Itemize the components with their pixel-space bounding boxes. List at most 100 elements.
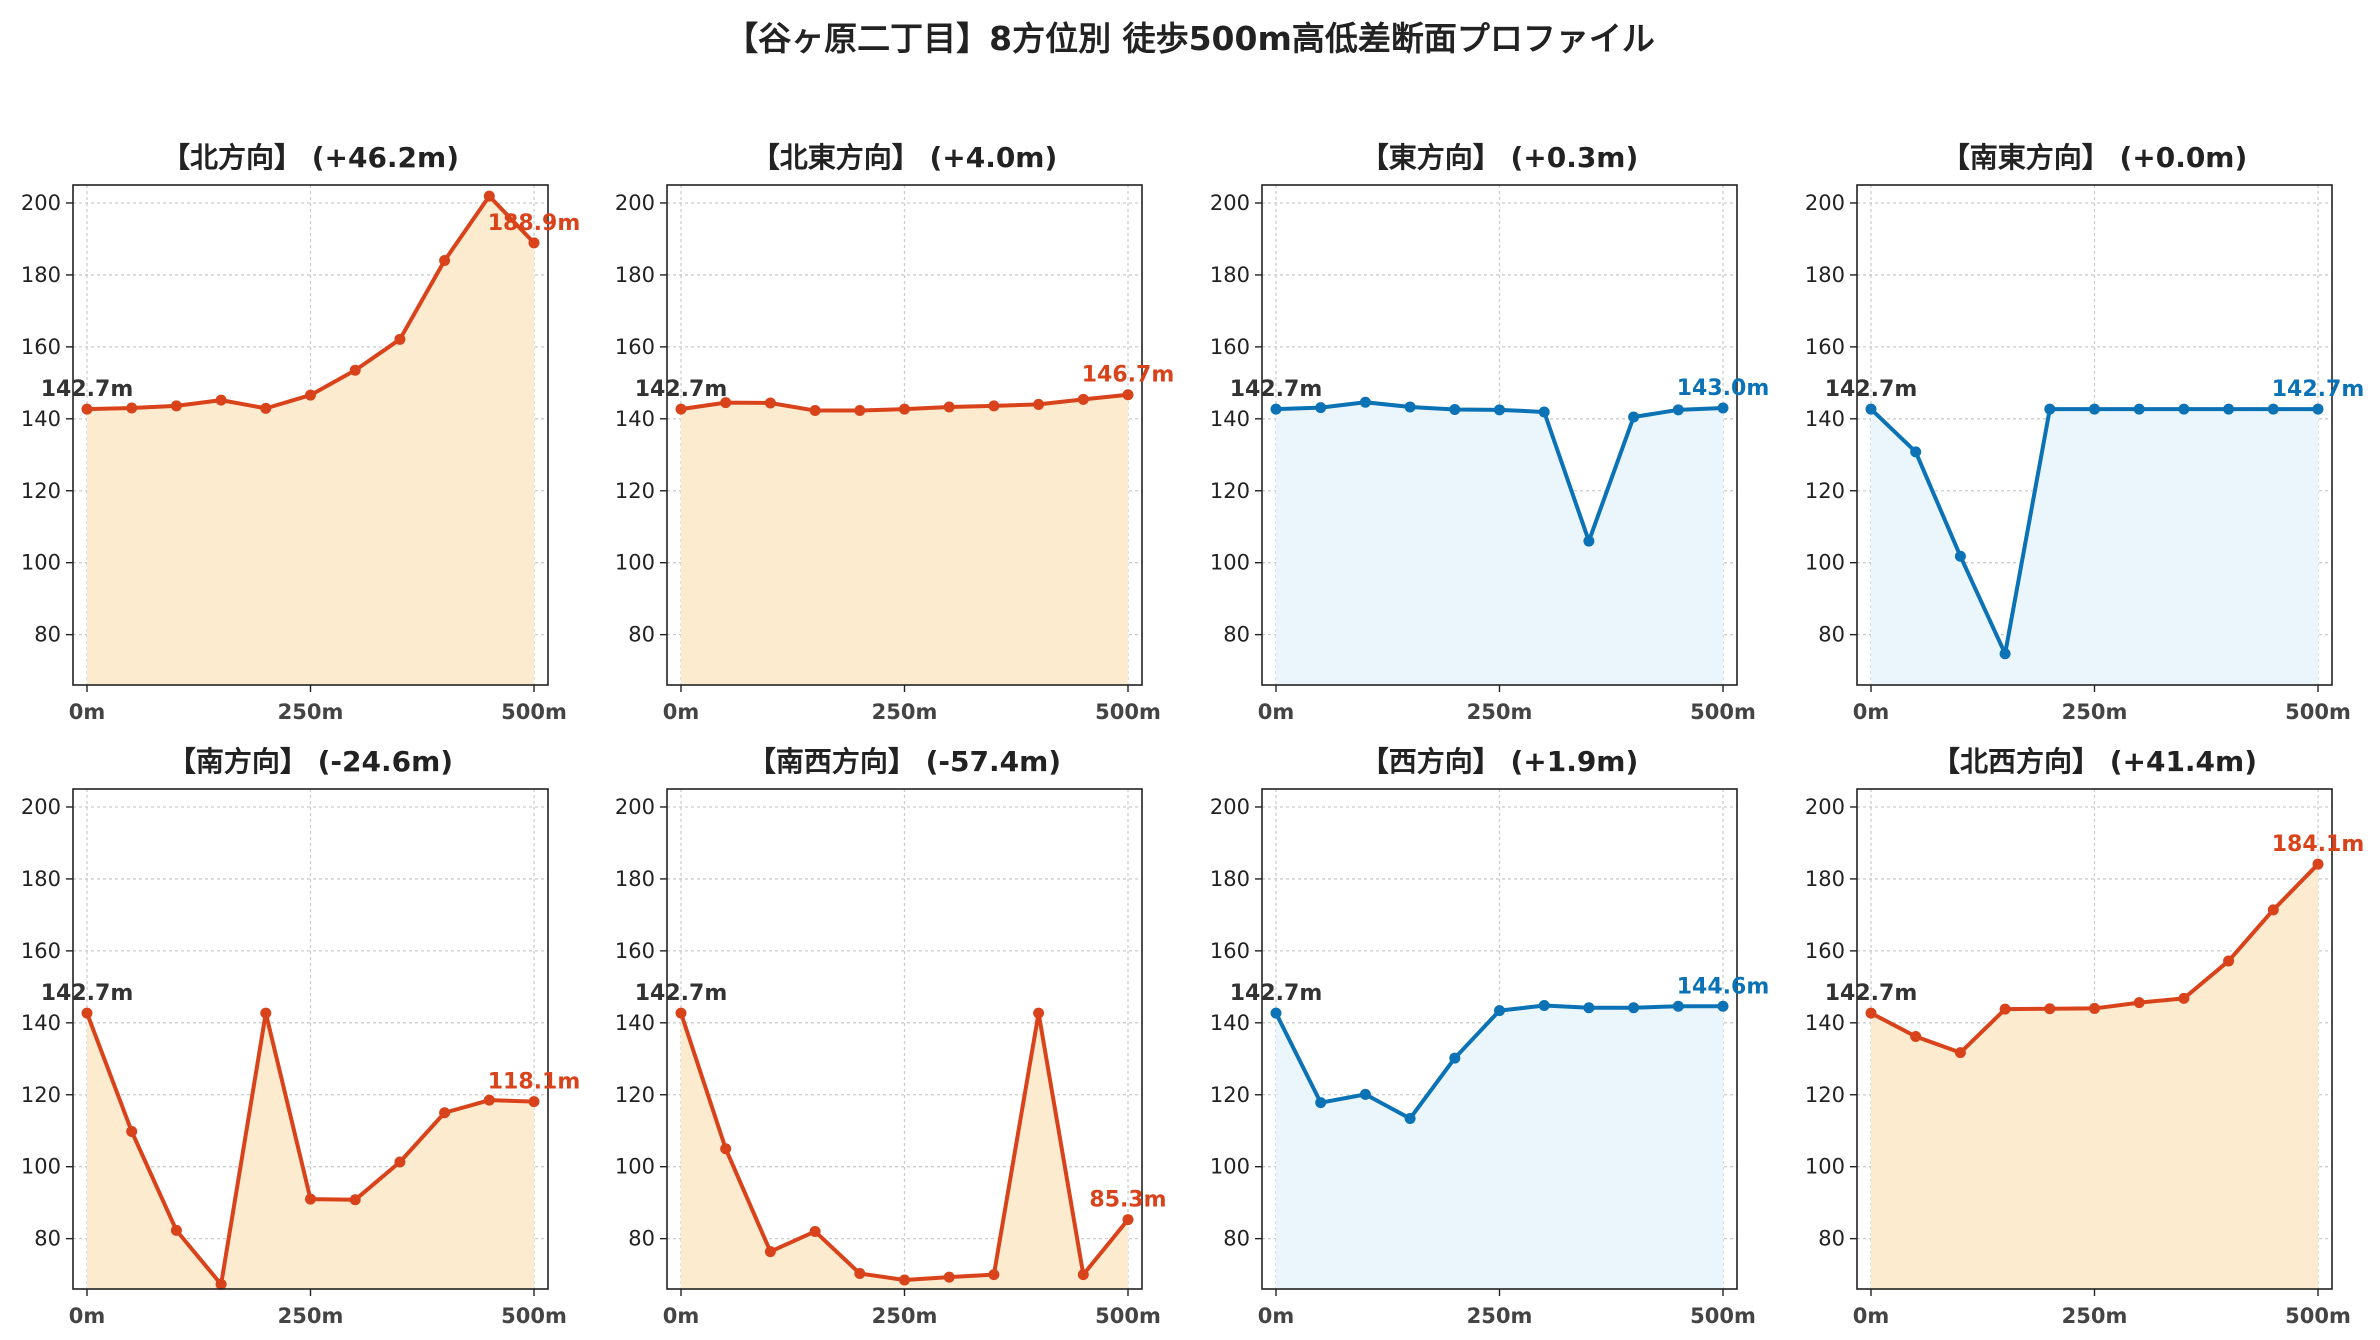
y-tick-label: 140 — [1210, 407, 1250, 431]
x-tick-label: 500m — [1690, 700, 1756, 724]
data-point — [349, 1194, 361, 1206]
data-point — [1404, 1112, 1416, 1124]
data-point — [1628, 411, 1640, 423]
data-point — [2267, 403, 2279, 415]
chart-title: 【南方向】 (-24.6m) — [168, 745, 453, 778]
chart-title: 【北西方向】 (+41.4m) — [1932, 745, 2257, 778]
data-point — [528, 1096, 540, 1108]
data-point — [675, 1007, 687, 1019]
area-fill — [681, 394, 1128, 685]
data-point — [1999, 1003, 2011, 1015]
y-tick-label: 120 — [21, 1083, 61, 1107]
area-fill — [87, 196, 534, 685]
x-tick-label: 250m — [872, 700, 938, 724]
data-point — [81, 1007, 93, 1019]
data-point — [943, 1271, 955, 1283]
data-point — [2178, 403, 2190, 415]
data-point — [720, 397, 732, 409]
data-point — [854, 1268, 866, 1280]
area-fill — [1871, 864, 2318, 1289]
start-elevation-label: 142.7m — [1825, 377, 1918, 402]
data-point — [1865, 403, 1877, 415]
data-point — [439, 1107, 451, 1119]
data-point — [1583, 535, 1595, 547]
data-point — [439, 255, 451, 267]
data-point — [483, 1094, 495, 1106]
data-point — [2312, 858, 2324, 870]
data-point — [1954, 550, 1966, 562]
data-point — [1717, 402, 1729, 414]
y-tick-label: 120 — [615, 1083, 655, 1107]
data-point — [170, 1224, 182, 1236]
y-tick-label: 100 — [21, 1155, 61, 1179]
y-tick-label: 140 — [615, 407, 655, 431]
chart-title: 【東方向】 (+0.3m) — [1361, 141, 1639, 174]
data-point — [1033, 398, 1045, 410]
end-elevation-label: 184.1m — [2272, 832, 2365, 857]
data-point — [170, 400, 182, 412]
x-tick-label: 250m — [278, 1304, 344, 1328]
profile-chart-3: 【南東方向】 (+0.0m) 80 100 120 140 160 180 200 0m 250m… — [1805, 141, 2364, 724]
y-tick-label: 100 — [615, 1155, 655, 1179]
start-elevation-label: 142.7m — [635, 981, 728, 1006]
data-point — [764, 397, 776, 409]
y-tick-label: 100 — [615, 551, 655, 575]
data-point — [1033, 1007, 1045, 1019]
data-point — [260, 402, 272, 414]
chart-title: 【南西方向】 (-57.4m) — [748, 745, 1061, 778]
y-tick-label: 80 — [34, 1227, 61, 1251]
data-point — [988, 1269, 1000, 1281]
x-tick-label: 0m — [1258, 1304, 1295, 1328]
data-point — [1315, 402, 1327, 414]
profile-chart-7: 【北西方向】 (+41.4m) 80 100 120 140 160 180 200 0m 250… — [1805, 745, 2364, 1328]
x-tick-label: 500m — [2285, 700, 2351, 724]
y-tick-label: 200 — [1210, 191, 1250, 215]
data-point — [126, 402, 138, 414]
data-point — [1077, 393, 1089, 405]
data-point — [2089, 403, 2100, 415]
data-point — [215, 394, 227, 406]
y-tick-label: 180 — [1805, 263, 1845, 287]
y-tick-label: 140 — [21, 1011, 61, 1035]
y-tick-label: 200 — [1805, 795, 1845, 819]
data-point — [2089, 1002, 2100, 1014]
data-point — [1628, 1002, 1640, 1014]
x-tick-label: 250m — [278, 700, 344, 724]
y-tick-label: 80 — [1818, 623, 1845, 647]
end-elevation-label: 118.1m — [488, 1070, 581, 1095]
data-point — [720, 1143, 732, 1155]
data-point — [1583, 1002, 1595, 1014]
data-point — [2223, 403, 2235, 415]
data-point — [1538, 1000, 1550, 1012]
profile-chart-4: 【南方向】 (-24.6m) 80 100 120 140 160 180 200 0m 250m… — [21, 745, 580, 1328]
data-point — [1122, 1214, 1134, 1226]
data-point — [2178, 992, 2190, 1004]
data-point — [305, 389, 316, 401]
x-tick-label: 500m — [1095, 1304, 1161, 1328]
data-point — [1404, 401, 1416, 413]
data-point — [1315, 1097, 1327, 1109]
y-tick-label: 160 — [1210, 335, 1250, 359]
y-tick-label: 120 — [21, 479, 61, 503]
y-tick-label: 180 — [21, 867, 61, 891]
x-tick-label: 250m — [1467, 1304, 1533, 1328]
y-tick-label: 200 — [615, 191, 655, 215]
data-point — [899, 1274, 910, 1286]
data-point — [1270, 403, 1282, 415]
data-point — [1359, 396, 1371, 408]
y-tick-label: 200 — [21, 191, 61, 215]
y-tick-label: 160 — [21, 939, 61, 963]
end-elevation-label: 144.6m — [1677, 974, 1770, 999]
area-fill — [1276, 1005, 1723, 1289]
chart-title: 【西方向】 (+1.9m) — [1361, 745, 1639, 778]
x-tick-label: 0m — [69, 700, 106, 724]
y-tick-label: 140 — [615, 1011, 655, 1035]
data-point — [2044, 1003, 2056, 1015]
start-elevation-label: 142.7m — [1230, 981, 1323, 1006]
y-tick-label: 100 — [1805, 551, 1845, 575]
start-elevation-label: 142.7m — [41, 377, 134, 402]
y-tick-label: 100 — [1210, 551, 1250, 575]
data-point — [394, 1156, 406, 1168]
x-tick-label: 500m — [1095, 700, 1161, 724]
end-elevation-label: 143.0m — [1677, 376, 1770, 401]
